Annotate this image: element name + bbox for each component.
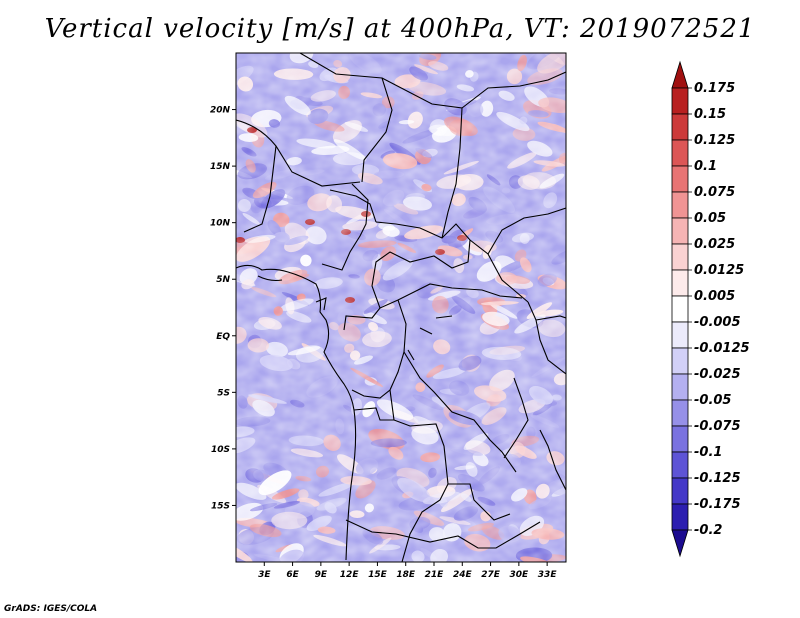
- lat-tick-label: 10S: [211, 445, 230, 455]
- colorbar: [671, 60, 689, 558]
- colorbar-segment: [671, 165, 689, 193]
- colorbar-segment: [671, 139, 689, 167]
- lon-axis: 3E 6E 9E 12E 15E 18E 21E 24E 27E 30E 33E: [258, 562, 557, 580]
- colorbar-label: -0.175: [694, 497, 741, 512]
- lon-tick-label: 30E: [510, 570, 530, 580]
- colorbar-label: 0.125: [694, 133, 735, 148]
- colorbar-label: -0.1: [694, 445, 722, 460]
- lat-tick-label: 10N: [210, 219, 231, 229]
- lat-tick-label: 20N: [210, 106, 231, 116]
- lat-axis: 20N 15N 10N 5N EQ 5S 10S 15S: [210, 106, 236, 511]
- colorbar-labels: 0.175 0.15 0.125 0.1 0.075 0.05 0.025 0.0125 0.0…: [688, 81, 750, 538]
- field-layer: [236, 53, 566, 562]
- map-frame: [235, 52, 567, 563]
- lon-tick-label: 9E: [315, 570, 328, 580]
- lon-tick-label: 12E: [340, 570, 360, 580]
- colorbar-segment: [671, 347, 689, 375]
- lat-tick-label: 15S: [211, 501, 230, 511]
- colorbar-segment: [671, 191, 689, 219]
- colorbar-segment: [671, 529, 689, 558]
- colorbar-label: 0.075: [694, 185, 735, 200]
- colorbar-segment: [671, 451, 689, 479]
- lon-tick-label: 21E: [425, 570, 445, 580]
- lon-tick-label: 3E: [258, 570, 271, 580]
- colorbar-segment: [671, 477, 689, 505]
- colorbar-segment: [671, 399, 689, 427]
- colorbar-label: -0.025: [694, 367, 741, 382]
- lat-tick-label: 5S: [217, 388, 230, 398]
- lon-tick-label: 6E: [286, 570, 299, 580]
- colorbar-segment: [671, 425, 689, 453]
- colorbar-label: 0.1: [694, 159, 717, 174]
- colorbar-segment: [671, 60, 689, 89]
- colorbar-segment: [671, 243, 689, 271]
- colorbar-segment: [671, 503, 689, 531]
- colorbar-segment: [671, 87, 689, 115]
- grads-credit: GrADS: IGES/COLA: [4, 604, 98, 614]
- lat-tick-label: EQ: [216, 332, 230, 342]
- lon-tick-label: 15E: [368, 570, 388, 580]
- colorbar-label: 0.175: [694, 81, 735, 96]
- lat-tick-label: 5N: [216, 275, 230, 285]
- colorbar-segment: [671, 113, 689, 141]
- colorbar-label: 0.005: [694, 289, 735, 304]
- colorbar-segment: [671, 321, 689, 349]
- country-borders: [236, 53, 566, 562]
- colorbar-label: -0.005: [694, 315, 741, 330]
- colorbar-segment: [671, 373, 689, 401]
- lon-tick-label: 18E: [396, 570, 416, 580]
- colorbar-segment: [671, 217, 689, 245]
- colorbar-label: -0.2: [694, 523, 722, 538]
- colorbar-label: 0.0125: [694, 263, 744, 278]
- lat-tick-label: 15N: [210, 162, 231, 172]
- lon-tick-label: 24E: [453, 570, 473, 580]
- colorbar-label: 0.025: [694, 237, 735, 252]
- lon-tick-label: 27E: [481, 570, 501, 580]
- colorbar-label: -0.0125: [694, 341, 750, 356]
- colorbar-label: -0.075: [694, 419, 741, 434]
- colorbar-label: -0.125: [694, 471, 741, 486]
- lon-tick-label: 33E: [538, 570, 558, 580]
- colorbar-segment: [671, 295, 689, 323]
- colorbar-label: -0.05: [694, 393, 731, 408]
- colorbar-label: 0.15: [694, 107, 726, 122]
- colorbar-segment: [671, 269, 689, 297]
- chart-title: Vertical velocity [m/s] at 400hPa, VT: 2…: [44, 14, 756, 44]
- colorbar-label: 0.05: [694, 211, 726, 226]
